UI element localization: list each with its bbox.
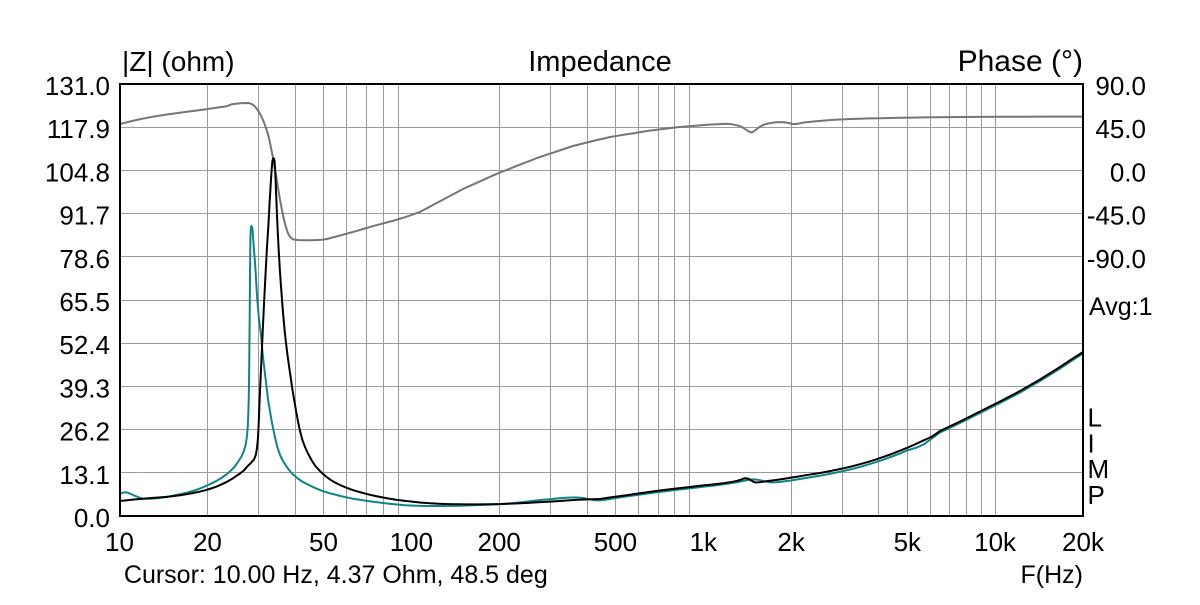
svg-text:26.2: 26.2 [59,417,110,447]
svg-text:45.0: 45.0 [1095,114,1146,144]
svg-text:Cursor: 10.00 Hz, 4.37 Ohm, 48: Cursor: 10.00 Hz, 4.37 Ohm, 48.5 deg [124,561,548,589]
svg-text:I: I [1088,429,1095,459]
svg-text:10: 10 [105,527,134,557]
svg-text:50: 50 [309,527,338,557]
svg-text:L: L [1088,403,1102,433]
svg-text:52.4: 52.4 [59,330,110,360]
svg-text:100: 100 [390,527,433,557]
svg-text:F(Hz): F(Hz) [1021,561,1083,589]
svg-text:65.5: 65.5 [59,287,110,317]
svg-text:Impedance: Impedance [528,46,672,78]
svg-text:20: 20 [193,527,222,557]
svg-text:Avg:1: Avg:1 [1089,293,1152,321]
svg-text:Phase (°): Phase (°) [958,45,1083,78]
svg-text:117.9: 117.9 [47,114,110,144]
svg-text:-90.0: -90.0 [1087,244,1146,274]
svg-text:131.0: 131.0 [45,71,110,101]
svg-text:P: P [1088,480,1105,510]
svg-text:200: 200 [478,527,521,557]
svg-text:78.6: 78.6 [59,244,110,274]
svg-text:M: M [1088,454,1110,484]
svg-text:1k: 1k [690,527,718,557]
svg-text:2k: 2k [777,527,805,557]
svg-text:|Z| (ohm): |Z| (ohm) [122,46,235,77]
svg-text:500: 500 [594,527,637,557]
svg-text:-45.0: -45.0 [1087,201,1146,231]
svg-text:104.8: 104.8 [45,157,110,187]
svg-text:91.7: 91.7 [59,201,110,231]
svg-text:0.0: 0.0 [74,503,110,533]
svg-text:90.0: 90.0 [1095,71,1146,101]
svg-text:0.0: 0.0 [1110,157,1146,187]
svg-text:5k: 5k [894,527,922,557]
svg-text:39.3: 39.3 [59,373,110,403]
svg-text:13.1: 13.1 [59,460,110,490]
svg-text:20k: 20k [1062,527,1105,557]
svg-text:10k: 10k [974,527,1017,557]
